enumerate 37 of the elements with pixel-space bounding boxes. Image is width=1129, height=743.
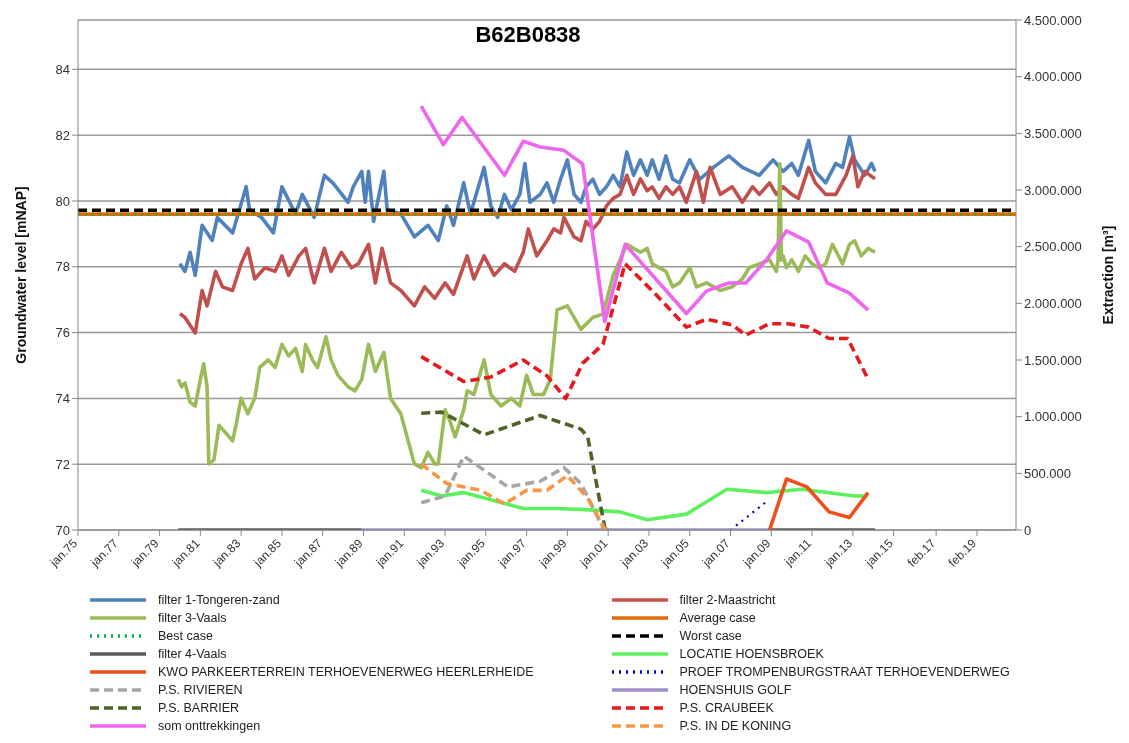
legend-label: Best case (158, 629, 213, 643)
legend-label: filter 3-Vaals (158, 611, 227, 625)
y-tick-label: 74 (55, 391, 70, 406)
y2-tick-label: 0 (1024, 522, 1032, 538)
legend-label: Average case (679, 611, 756, 625)
y-tick-label: 80 (55, 193, 70, 209)
legend-label: filter 4-Vaals (158, 647, 227, 661)
legend-label: P.S. IN DE KONING (679, 719, 792, 733)
legend-label: LOCATIE HOENSBROEK (679, 647, 824, 661)
legend-label: KWO PARKEERTERREIN TERHOEVENERWEG HEERLERHEIDE (158, 665, 534, 679)
y-axis-title: Groundwater level [mNAP] (12, 186, 29, 364)
legend-label: P.S. RIVIEREN (158, 683, 243, 697)
legend-label: Worst case (679, 629, 742, 643)
y2-tick-label: 3.000.000 (1024, 182, 1082, 198)
y2-tick-label: 1.000.000 (1024, 409, 1082, 425)
legend-label: som onttrekkingen (158, 719, 261, 733)
y2-tick-label: 4.500.000 (1024, 12, 1082, 28)
y2-tick-label: 2.500.000 (1024, 239, 1082, 255)
legend-label: PROEF TROMPENBURGSTRAAT TERHOEVENDERWEG (679, 665, 1010, 679)
y2-axis-title: Extraction [m³] (1099, 225, 1116, 325)
y2-tick-label: 3.500.000 (1024, 125, 1082, 141)
legend-label: P.S. BARRIER (158, 701, 240, 715)
y2-tick-label: 4.000.000 (1024, 69, 1082, 85)
chart-title: B62B0838 (475, 22, 581, 47)
legend-label: HOENSHUIS GOLF (679, 683, 792, 697)
legend-label: filter 2-Maastricht (679, 593, 776, 607)
y-tick-label: 72 (55, 456, 70, 472)
y-tick-label: 76 (55, 325, 70, 341)
y2-tick-label: 2.000.000 (1024, 295, 1082, 311)
legend-label: filter 1-Tongeren-zand (158, 593, 280, 607)
legend-label: P.S. CRAUBEEK (679, 701, 774, 715)
y-tick-label: 70 (55, 522, 70, 538)
y-tick-label: 84 (55, 61, 70, 77)
y-tick-label: 78 (55, 259, 70, 275)
y2-tick-label: 1.500.000 (1024, 352, 1082, 368)
y2-tick-label: 500.000 (1024, 465, 1071, 481)
y-tick-label: 82 (55, 127, 70, 143)
